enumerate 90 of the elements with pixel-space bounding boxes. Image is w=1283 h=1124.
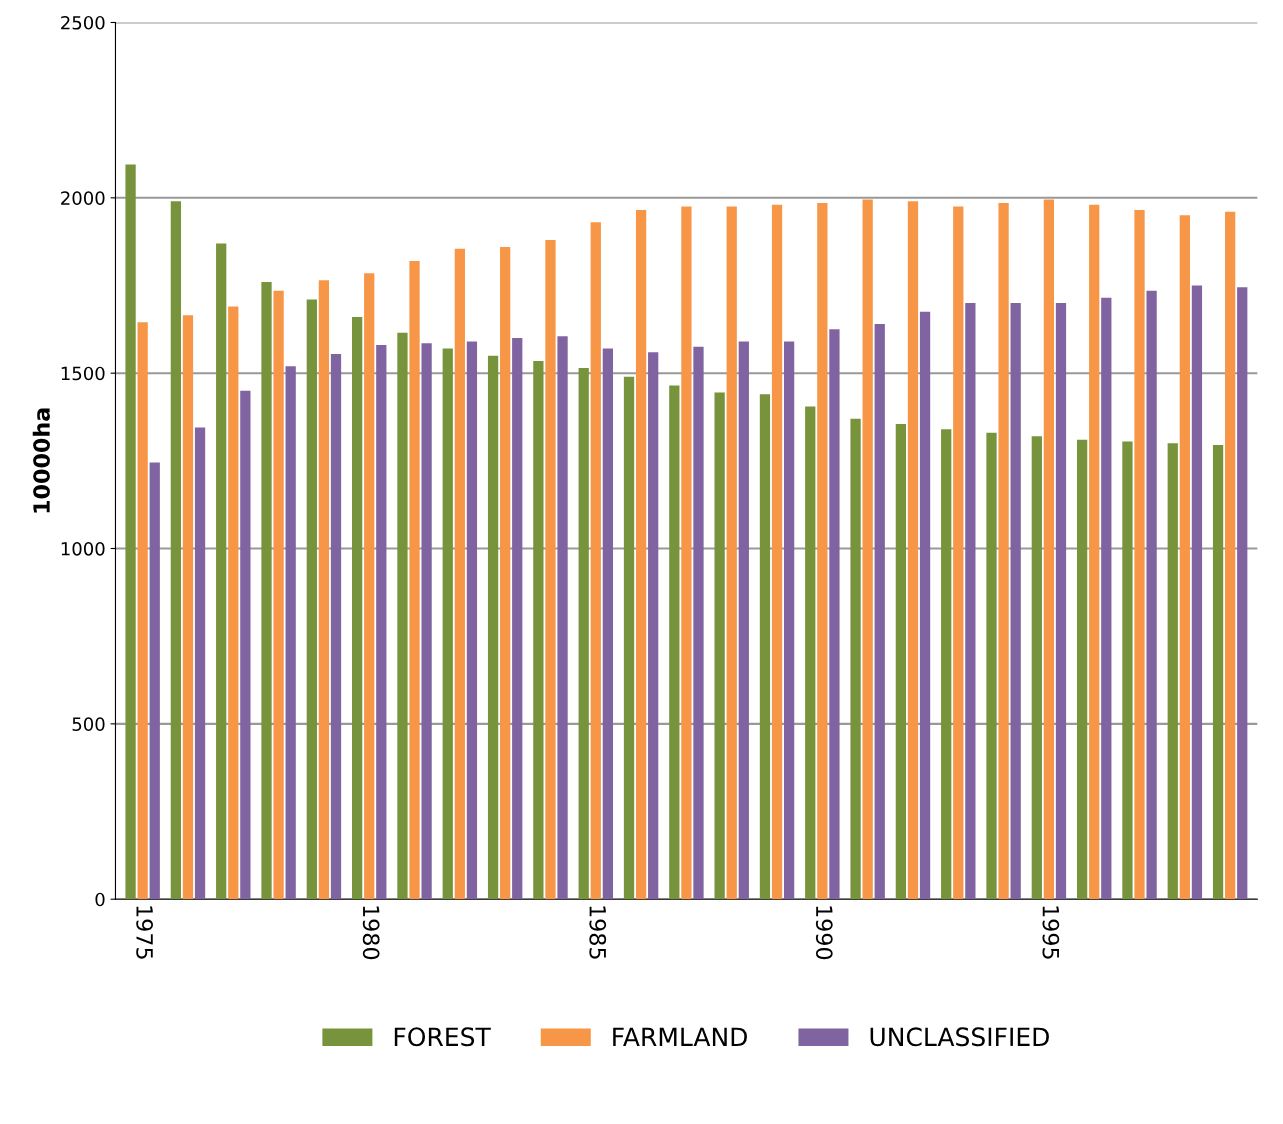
bar [602, 348, 613, 900]
bar [149, 462, 160, 900]
x-tick-label: 1975 [136, 906, 154, 959]
bar [125, 164, 136, 900]
bar [557, 336, 568, 900]
bar [1101, 297, 1112, 900]
bar [421, 343, 432, 900]
bar [216, 243, 227, 900]
y-tick-label: 0 [95, 892, 105, 907]
bar [1225, 211, 1236, 900]
bar [182, 315, 194, 900]
bar [850, 418, 861, 900]
bar [1212, 445, 1224, 900]
bar [170, 201, 182, 900]
x-tick-label: 1990 [815, 906, 833, 960]
bar [1237, 287, 1248, 900]
bar [771, 204, 783, 900]
bar [941, 429, 952, 900]
y-tick-label: 2000 [61, 191, 105, 205]
bar [318, 280, 330, 900]
bar [1167, 443, 1178, 900]
bar [487, 355, 499, 900]
bar [759, 394, 771, 900]
bar [137, 322, 148, 900]
x-tick-label: 1995 [1042, 906, 1060, 959]
bar [1043, 199, 1055, 900]
bar [533, 360, 544, 900]
bar [895, 424, 907, 900]
y-axis-title: 10000ha [32, 408, 50, 513]
bar [466, 341, 478, 900]
bar [986, 432, 997, 900]
bar [194, 427, 206, 900]
x-tick-label: 1985 [589, 906, 607, 959]
legend-label: FARMLAND [613, 1027, 747, 1046]
bar [409, 260, 420, 900]
bar [1179, 215, 1190, 900]
bar [965, 303, 976, 900]
bar [862, 199, 873, 900]
bar [693, 346, 704, 900]
bar [805, 406, 816, 900]
bar [306, 299, 317, 900]
bar [376, 345, 387, 900]
legend-label: UNCLASSIFIED [870, 1027, 1049, 1047]
bar [714, 392, 725, 900]
bar [1055, 303, 1067, 900]
bar [669, 385, 680, 900]
bar [648, 352, 659, 900]
x-tick-label: 1980 [362, 906, 380, 960]
bar [228, 306, 239, 900]
bar [1010, 303, 1021, 900]
bar [397, 332, 408, 900]
y-tick-label: 1500 [61, 366, 105, 381]
bar [817, 203, 828, 900]
bar [330, 353, 342, 900]
legend-label: FOREST [394, 1027, 491, 1047]
bar [285, 366, 296, 900]
bar [726, 206, 737, 900]
bar [500, 246, 511, 900]
bar [261, 281, 272, 900]
bar [364, 273, 375, 900]
bar [829, 329, 840, 900]
bar [454, 248, 465, 900]
bar [919, 311, 931, 900]
bar [578, 367, 589, 900]
y-tick-label: 1000 [61, 541, 105, 556]
bar [738, 341, 749, 900]
bar [783, 341, 795, 900]
bar [273, 290, 284, 900]
bar [590, 222, 601, 900]
bar [512, 338, 523, 900]
bar [998, 203, 1009, 900]
y-tick-label: 500 [72, 717, 105, 731]
bar [1089, 204, 1100, 900]
bar [1031, 436, 1042, 900]
bar [623, 376, 635, 900]
bar [874, 324, 885, 900]
y-tick-label: 2500 [61, 15, 105, 30]
bar [442, 348, 453, 900]
bar [352, 317, 363, 900]
bar [1191, 285, 1203, 900]
bar [1077, 439, 1088, 900]
bar [907, 201, 919, 900]
bar [635, 210, 647, 900]
bar [545, 239, 556, 900]
bar [1134, 210, 1145, 900]
bar [953, 206, 964, 900]
bar [240, 390, 251, 900]
bar [1122, 441, 1133, 900]
bar [1146, 290, 1157, 900]
bar [681, 206, 692, 900]
